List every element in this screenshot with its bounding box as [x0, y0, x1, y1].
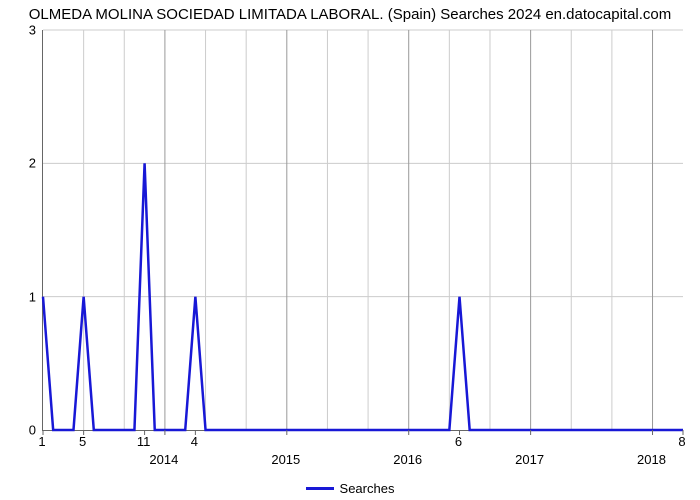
legend: Searches: [0, 480, 700, 496]
x-tick-label: 5: [79, 434, 86, 449]
legend-label: Searches: [340, 481, 395, 496]
y-tick-label: 2: [6, 156, 36, 171]
x-tick-label: 8: [678, 434, 685, 449]
grid-vertical-major: [165, 30, 653, 430]
chart-svg: [43, 30, 683, 430]
x-tick-label: 6: [455, 434, 462, 449]
y-tick-label: 3: [6, 23, 36, 38]
chart-title: OLMEDA MOLINA SOCIEDAD LIMITADA LABORAL.…: [0, 6, 700, 23]
x-tick-label: 4: [191, 434, 198, 449]
x-tick-label: 11: [137, 434, 151, 449]
y-tick-label: 1: [6, 289, 36, 304]
x-year-label: 2017: [515, 452, 544, 467]
grid-horizontal: [43, 30, 683, 297]
grid-vertical-minor: [84, 30, 612, 430]
x-year-label: 2015: [271, 452, 300, 467]
x-tick-label: 1: [38, 434, 45, 449]
plot-area: [42, 30, 683, 431]
chart-container: OLMEDA MOLINA SOCIEDAD LIMITADA LABORAL.…: [0, 0, 700, 500]
y-tick-label: 0: [6, 423, 36, 438]
x-year-label: 2014: [149, 452, 178, 467]
x-year-label: 2016: [393, 452, 422, 467]
legend-swatch: [306, 487, 334, 490]
x-year-label: 2018: [637, 452, 666, 467]
